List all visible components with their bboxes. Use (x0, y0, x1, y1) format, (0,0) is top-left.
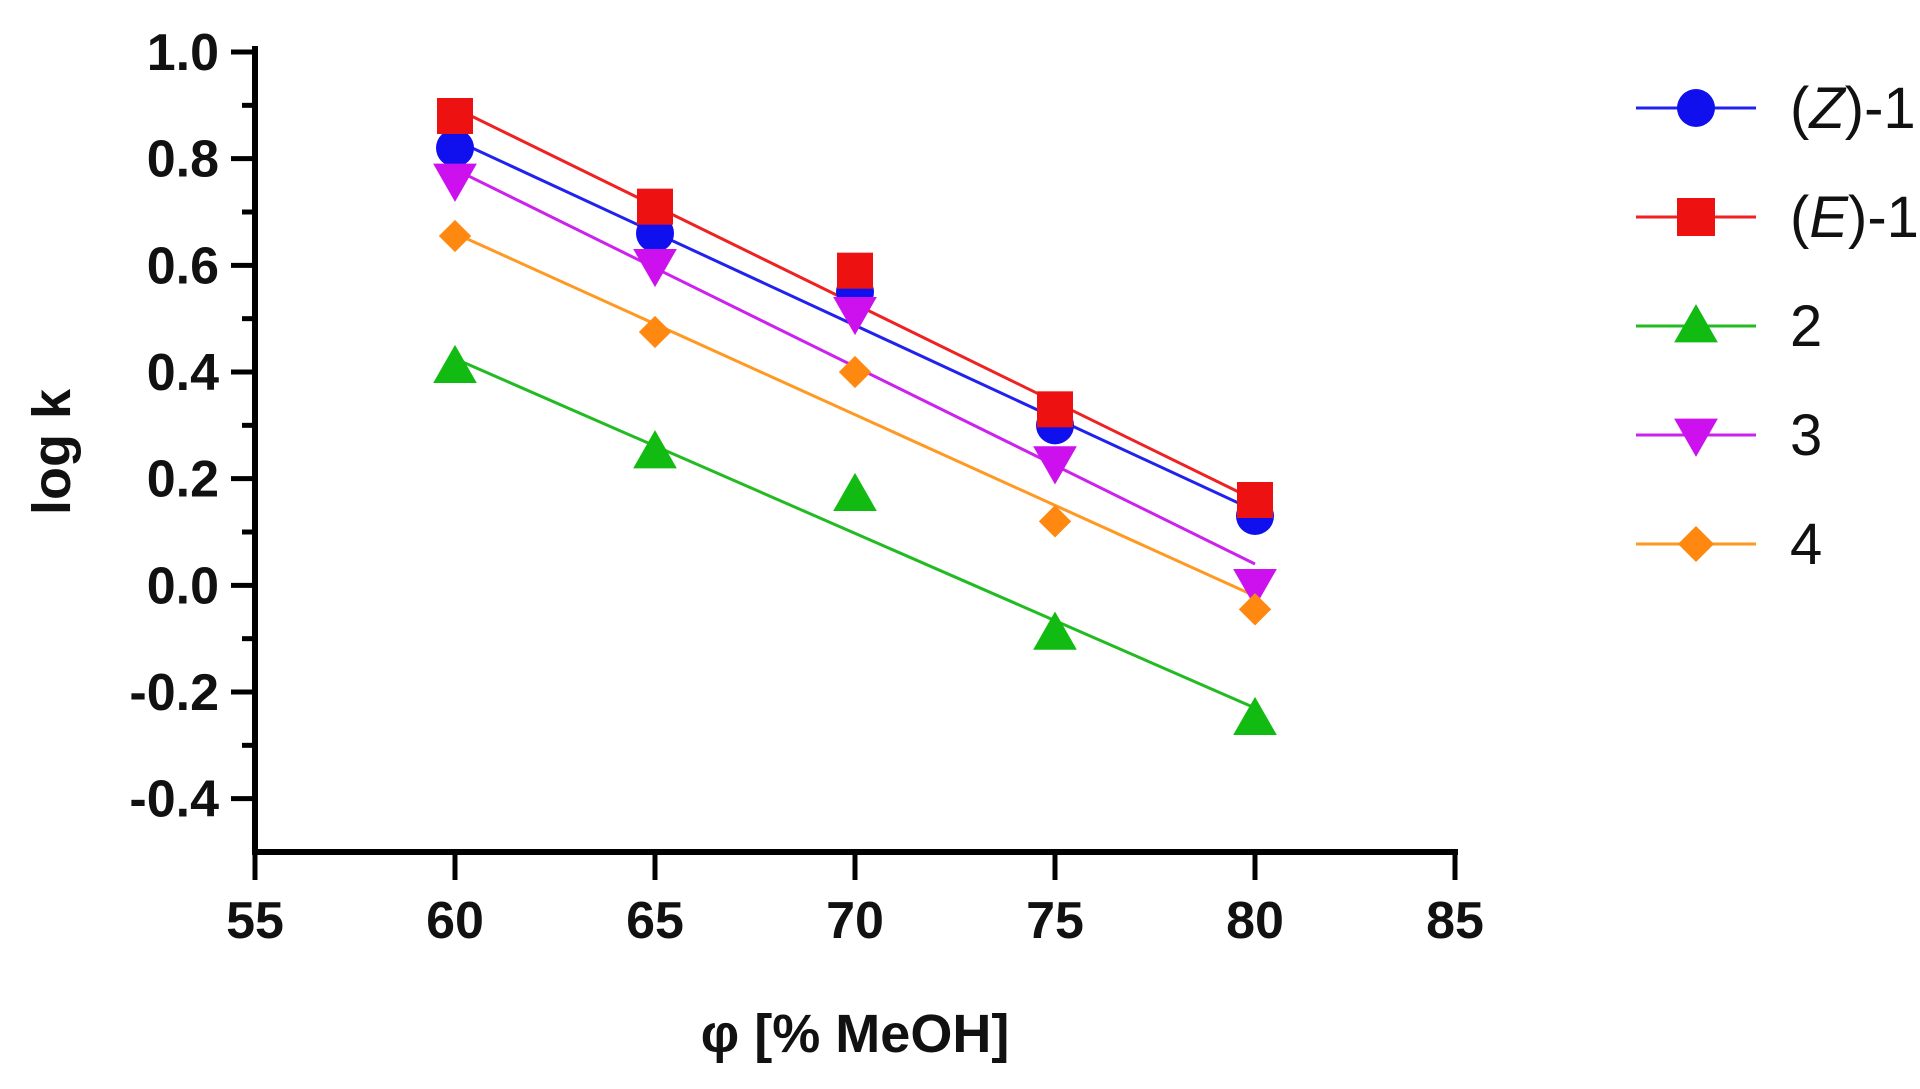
legend-label-part: ( (1790, 185, 1809, 250)
data-point (637, 188, 673, 225)
y-tick-label: 0.0 (147, 557, 219, 615)
legend-marker (1674, 304, 1718, 343)
data-point (838, 355, 872, 389)
legend-label-part: 3 (1790, 403, 1822, 468)
y-tick-label: 0.2 (147, 451, 219, 509)
y-tick-label: 0.6 (147, 237, 219, 295)
y-tick-label: 1.0 (147, 24, 219, 82)
legend-marker (1674, 418, 1718, 457)
fit-line-4 (454, 231, 1256, 598)
data-point (433, 163, 477, 202)
y-tick-label: -0.4 (129, 771, 219, 829)
x-tick-label: 70 (826, 892, 884, 950)
legend-label-part: ( (1790, 76, 1809, 141)
data-point (1037, 391, 1073, 428)
data-point (1233, 568, 1277, 608)
legend-marker (1677, 89, 1715, 127)
data-point (833, 296, 877, 336)
legend-label: 2 (1790, 294, 1822, 359)
x-axis-title: φ [% MeOH] (701, 1004, 1010, 1064)
y-tick-label: 0.8 (147, 131, 219, 189)
legend-label: (Z)-1 (1790, 76, 1916, 141)
data-point (433, 344, 477, 384)
legend-label-part: 4 (1790, 512, 1822, 577)
data-point (638, 315, 672, 349)
x-tick-label: 75 (1026, 892, 1084, 950)
legend-marker (1677, 525, 1715, 563)
data-point (1233, 696, 1277, 736)
series-layer (433, 98, 1277, 736)
legend-label-part: 2 (1790, 294, 1822, 359)
data-point (833, 472, 877, 512)
x-tick-label: 60 (426, 892, 484, 950)
legend-label-italic: Z (1807, 76, 1847, 141)
data-point (436, 129, 474, 167)
y-tick-label: -0.2 (129, 664, 219, 722)
data-point (1038, 505, 1072, 538)
y-tick-label: 0.4 (147, 344, 219, 402)
data-point (837, 252, 873, 289)
x-tick-label: 85 (1426, 892, 1484, 950)
data-point (438, 219, 472, 253)
legend-label: 3 (1790, 403, 1822, 468)
x-tick-label: 80 (1226, 892, 1284, 950)
data-point (633, 430, 677, 469)
data-point (437, 98, 473, 134)
data-point (633, 248, 677, 288)
legend-label: 4 (1790, 512, 1822, 577)
x-tick-label: 65 (626, 892, 684, 950)
legend-label-part: )-1 (1845, 76, 1916, 141)
data-point (1237, 482, 1273, 518)
legend-label: (E)-1 (1790, 185, 1919, 250)
legend-marker (1677, 198, 1715, 236)
legend-label-italic: E (1809, 185, 1849, 250)
data-point (1033, 446, 1077, 485)
y-axis-title: log k (22, 388, 82, 515)
data-point (1238, 593, 1272, 626)
axes: -0.4 -0.2 0.0 0.2 0.4 0.6 0.8 1.0 55 60 65 70 75 80 85… (22, 24, 1484, 1064)
data-point (1033, 611, 1077, 650)
legend-label-part: )-1 (1848, 185, 1919, 250)
fit-line-2 (454, 357, 1256, 710)
x-tick-label: 55 (226, 892, 284, 950)
